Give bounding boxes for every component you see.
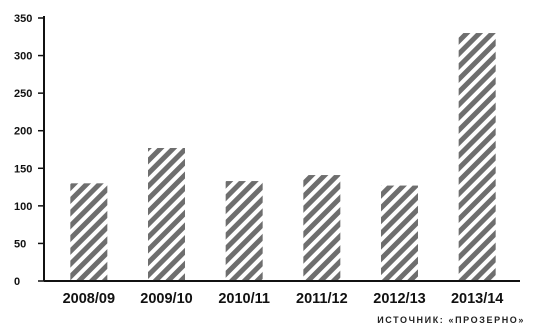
x-category-label: 2009/10 xyxy=(140,291,192,307)
x-category-label: 2013/14 xyxy=(451,291,503,307)
x-category-label: 2012/13 xyxy=(373,291,425,307)
x-axis-labels: 2008/09 2009/10 2010/11 2011/12 2012/13 2013/… xyxy=(63,291,504,307)
y-axis-ticks: 0 50 100 150 200 250 300 350 xyxy=(14,13,44,288)
bar-2009-10 xyxy=(148,147,185,281)
y-tick-label: 0 xyxy=(14,276,20,288)
bar-2008-09 xyxy=(70,183,108,281)
bar-2011-12 xyxy=(303,175,341,281)
y-tick-label: 250 xyxy=(14,88,32,100)
source-note: ИСТОЧНИК: «ПРОЗЕРНО» xyxy=(377,315,525,325)
y-tick-label: 100 xyxy=(14,201,32,213)
x-category-label: 2008/09 xyxy=(63,291,115,307)
y-tick-label: 50 xyxy=(14,238,26,250)
bar-2013-14 xyxy=(458,33,496,282)
x-category-label: 2010/11 xyxy=(218,291,270,307)
bars xyxy=(70,33,496,282)
bar-2012-13 xyxy=(381,185,418,281)
y-tick-label: 300 xyxy=(14,51,32,63)
bar-2010-11 xyxy=(225,181,263,281)
x-category-label: 2011/12 xyxy=(296,291,348,307)
y-tick-label: 150 xyxy=(14,163,32,175)
y-tick-label: 350 xyxy=(14,13,32,25)
y-tick-label: 200 xyxy=(14,126,32,138)
